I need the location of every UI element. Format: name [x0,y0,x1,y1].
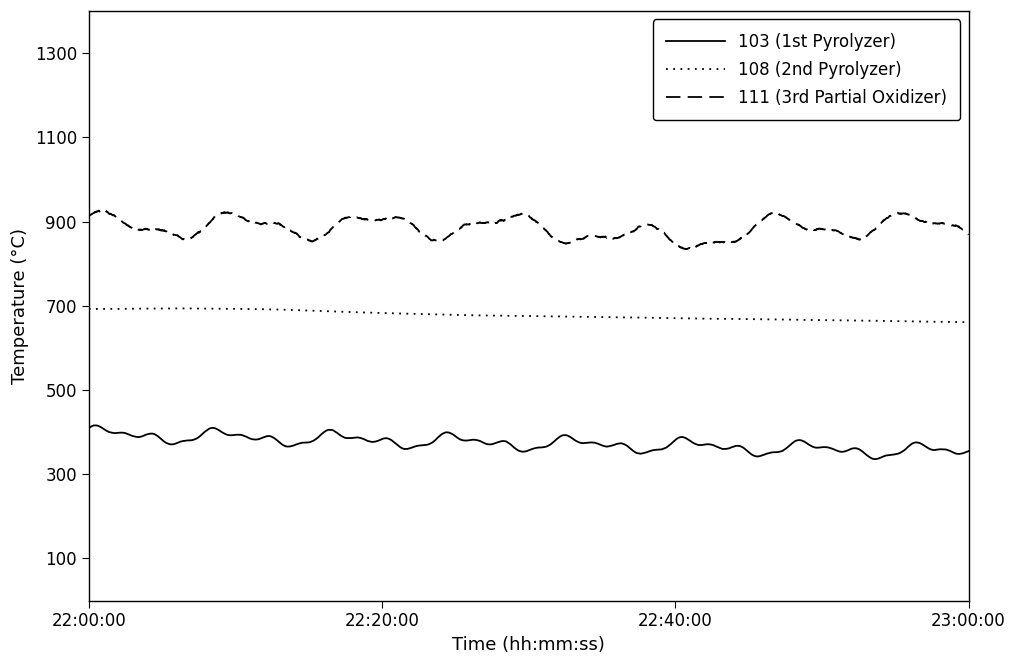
108 (2nd Pyrolyzer) [962,318,974,326]
103 (1st Pyrolyzer) [88,422,101,430]
103 (1st Pyrolyzer) [880,452,892,460]
111 (3rd Partial Oxidizer) [962,231,974,239]
111 (3rd Partial Oxidizer) [272,219,284,227]
111 (3rd Partial Oxidizer) [82,212,95,220]
103 (1st Pyrolyzer) [82,424,95,432]
111 (3rd Partial Oxidizer) [99,205,111,213]
103 (1st Pyrolyzer) [962,448,974,456]
108 (2nd Pyrolyzer) [961,318,973,326]
108 (2nd Pyrolyzer) [272,305,284,313]
103 (1st Pyrolyzer) [272,437,284,445]
Legend: 103 (1st Pyrolyzer), 108 (2nd Pyrolyzer), 111 (3rd Partial Oxidizer): 103 (1st Pyrolyzer), 108 (2nd Pyrolyzer)… [653,19,960,120]
111 (3rd Partial Oxidizer) [880,215,892,223]
X-axis label: Time (hh:mm:ss): Time (hh:mm:ss) [453,636,605,654]
Line: 108 (2nd Pyrolyzer): 108 (2nd Pyrolyzer) [88,309,968,322]
108 (2nd Pyrolyzer) [879,317,891,325]
103 (1st Pyrolyzer) [615,440,627,448]
103 (1st Pyrolyzer) [870,455,882,463]
Line: 111 (3rd Partial Oxidizer): 111 (3rd Partial Oxidizer) [88,209,968,249]
103 (1st Pyrolyzer) [631,449,643,457]
108 (2nd Pyrolyzer) [615,313,627,321]
Line: 103 (1st Pyrolyzer): 103 (1st Pyrolyzer) [88,426,968,459]
108 (2nd Pyrolyzer) [328,307,341,315]
108 (2nd Pyrolyzer) [962,318,974,326]
103 (1st Pyrolyzer) [962,447,974,455]
108 (2nd Pyrolyzer) [175,305,187,313]
108 (2nd Pyrolyzer) [82,305,95,313]
111 (3rd Partial Oxidizer) [328,221,341,229]
103 (1st Pyrolyzer) [328,428,341,436]
Y-axis label: Temperature (°C): Temperature (°C) [11,228,29,384]
111 (3rd Partial Oxidizer) [631,225,643,233]
108 (2nd Pyrolyzer) [631,313,643,321]
111 (3rd Partial Oxidizer) [962,231,974,239]
111 (3rd Partial Oxidizer) [680,245,693,253]
111 (3rd Partial Oxidizer) [615,233,627,241]
